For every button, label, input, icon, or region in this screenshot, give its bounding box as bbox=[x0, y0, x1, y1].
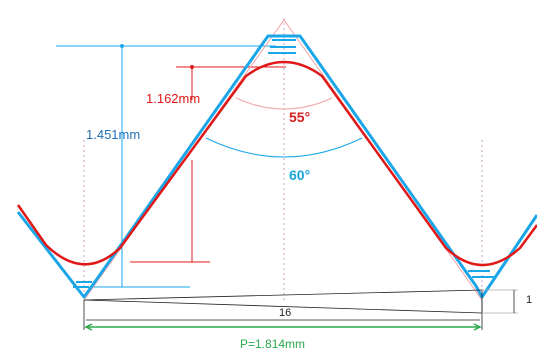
red-55-profile bbox=[16, 60, 537, 267]
taper-length-label: 16 bbox=[279, 307, 292, 319]
red-dimension-lines bbox=[130, 65, 286, 263]
red-angle-label: 55° bbox=[289, 109, 311, 125]
pitch-label: P=1.814mm bbox=[240, 337, 306, 351]
angle-arcs bbox=[205, 97, 363, 158]
center-axis-lines bbox=[83, 18, 483, 300]
hatching-marks bbox=[73, 39, 494, 288]
blue-60-profile bbox=[16, 34, 537, 299]
red-depth-label: 1.162mm bbox=[146, 91, 201, 106]
taper-rise-label: 1 bbox=[526, 294, 533, 306]
blue-angle-label: 60° bbox=[289, 167, 311, 183]
taper-wedge bbox=[83, 289, 518, 330]
blue-depth-label: 1.451mm bbox=[86, 127, 141, 142]
pitch-dimension bbox=[84, 323, 482, 331]
